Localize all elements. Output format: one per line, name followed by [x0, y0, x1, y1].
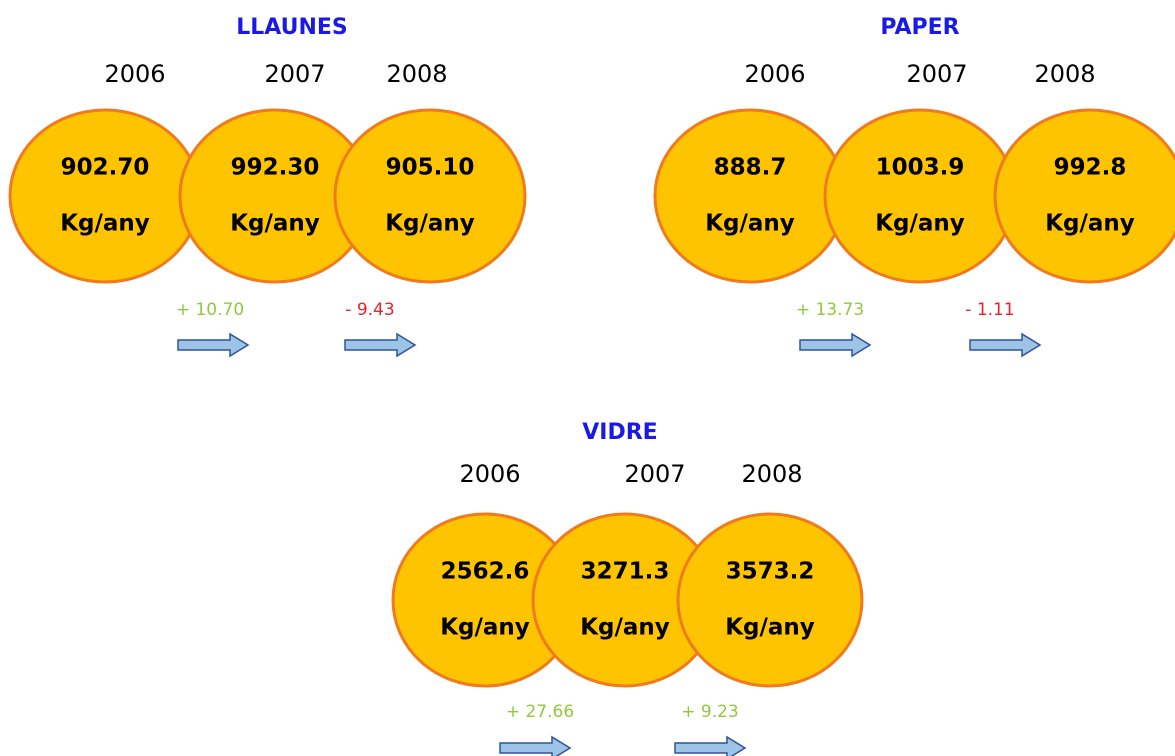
unit: Kg/any [1045, 211, 1135, 237]
unit: Kg/any [385, 211, 475, 237]
year-label: 2006 [744, 60, 805, 88]
group-title: LLAUNES [236, 15, 348, 40]
year-label: 2008 [386, 60, 447, 88]
group-title: VIDRE [582, 420, 657, 445]
year-label: 2007 [906, 60, 967, 88]
year-label: 2007 [624, 460, 685, 488]
circle [823, 108, 1017, 284]
year-label: 2008 [1034, 60, 1095, 88]
change-label: + 27.66 [506, 702, 574, 722]
value: 992.30 [231, 155, 320, 181]
arrow [674, 735, 747, 756]
change-label: + 9.23 [681, 702, 739, 722]
change-label: + 13.73 [796, 300, 864, 320]
year-label: 2006 [104, 60, 165, 88]
arrow [799, 332, 872, 358]
circle [333, 108, 527, 284]
value: 1003.9 [876, 155, 965, 181]
year-label: 2008 [741, 460, 802, 488]
arrow [177, 332, 250, 358]
unit: Kg/any [725, 615, 815, 641]
unit: Kg/any [580, 615, 670, 641]
change-label: + 10.70 [176, 300, 244, 320]
unit: Kg/any [705, 211, 795, 237]
circle [653, 108, 847, 284]
year-label: 2006 [459, 460, 520, 488]
change-label: - 9.43 [345, 300, 394, 320]
group-title: PAPER [880, 15, 959, 40]
value: 902.70 [61, 155, 150, 181]
change-label: - 1.11 [965, 300, 1014, 320]
circle [8, 108, 202, 284]
arrow [344, 332, 417, 358]
arrow [499, 735, 572, 756]
value: 905.10 [386, 155, 475, 181]
year-label: 2007 [264, 60, 325, 88]
value: 888.7 [714, 155, 787, 181]
unit: Kg/any [230, 211, 320, 237]
unit: Kg/any [875, 211, 965, 237]
value: 2562.6 [441, 559, 530, 585]
circle [993, 108, 1175, 284]
unit: Kg/any [440, 615, 530, 641]
unit: Kg/any [60, 211, 150, 237]
circle [676, 512, 864, 688]
arrow [969, 332, 1042, 358]
value: 992.8 [1054, 155, 1127, 181]
value: 3573.2 [726, 559, 815, 585]
value: 3271.3 [581, 559, 670, 585]
